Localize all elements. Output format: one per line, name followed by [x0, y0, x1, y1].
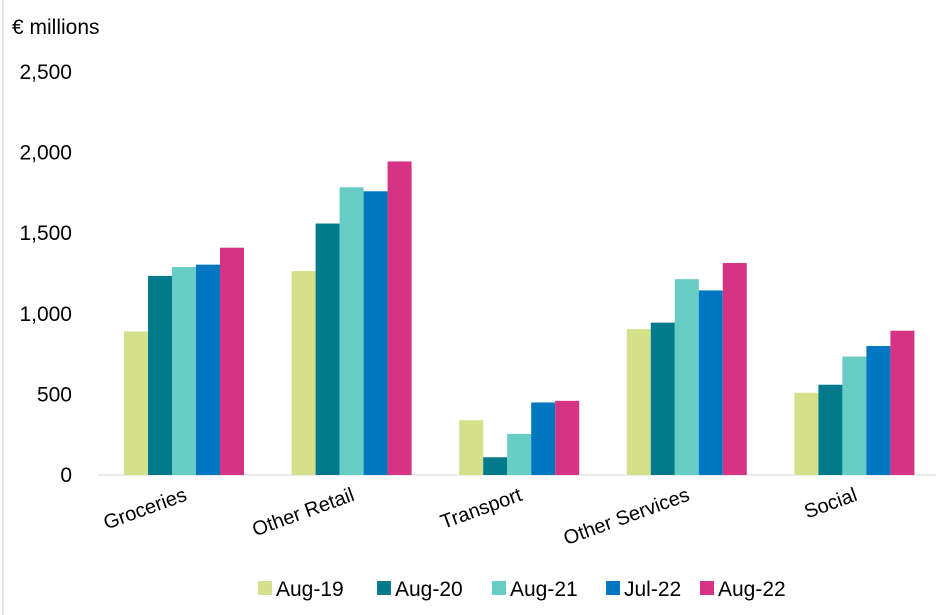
category-label: Social — [801, 484, 860, 523]
bar-other-services-aug-22 — [722, 263, 747, 475]
bar-social-aug-20 — [818, 384, 843, 475]
legend-swatch — [258, 581, 272, 595]
bar-transport-aug-20 — [483, 457, 508, 475]
y-axis-unit-label: € millions — [12, 16, 100, 39]
bar-groceries-aug-22 — [220, 247, 244, 475]
legend-label: Aug-21 — [510, 578, 578, 601]
legend-label: Aug-22 — [718, 578, 786, 601]
y-tick-label: 500 — [37, 383, 72, 406]
bar-transport-jul-22 — [531, 402, 556, 475]
legend-label: Aug-20 — [395, 578, 463, 601]
bar-other-retail-aug-21 — [339, 187, 364, 475]
bar-other-retail-aug-22 — [387, 161, 412, 475]
legend-swatch — [606, 581, 620, 595]
bar-other-retail-jul-22 — [363, 191, 388, 475]
legend-label: Aug-19 — [276, 578, 344, 601]
bars — [124, 161, 915, 475]
category-label: Groceries — [101, 484, 190, 534]
bar-other-retail-aug-20 — [315, 223, 340, 475]
y-axis-ticks: 0 500 1,000 1,500 2,000 2,500 — [19, 61, 72, 487]
legend-swatch — [700, 581, 714, 595]
bar-social-aug-21 — [842, 356, 867, 475]
y-tick-label: 1,000 — [19, 303, 72, 326]
category-label: Transport — [438, 484, 526, 534]
bar-transport-aug-21 — [507, 433, 532, 475]
bar-social-jul-22 — [866, 346, 891, 475]
bar-social-aug-19 — [794, 392, 819, 475]
bar-other-services-jul-22 — [698, 290, 723, 475]
legend-swatch — [377, 581, 391, 595]
bar-groceries-aug-20 — [148, 275, 172, 475]
bar-other-services-aug-21 — [674, 279, 699, 475]
legend: Aug-19 Aug-20 Aug-21 Jul-22 Aug-22 — [258, 578, 786, 601]
y-tick-label: 2,500 — [19, 61, 72, 84]
bar-groceries-jul-22 — [196, 264, 220, 475]
category-label: Other Services — [561, 484, 693, 550]
y-tick-label: 1,500 — [19, 222, 72, 245]
category-labels: Groceries Other Retail Transport Other Serv… — [101, 484, 860, 550]
legend-swatch — [492, 581, 506, 595]
bar-other-services-aug-20 — [650, 322, 675, 475]
y-tick-label: 2,000 — [19, 142, 72, 165]
bar-transport-aug-19 — [459, 420, 484, 475]
category-label: Other Retail — [250, 484, 358, 541]
bar-groceries-aug-21 — [172, 267, 196, 475]
bar-transport-aug-22 — [555, 400, 580, 475]
bar-other-retail-aug-19 — [291, 271, 316, 475]
legend-label: Jul-22 — [624, 578, 681, 601]
y-tick-label: 0 — [60, 464, 72, 487]
bar-other-services-aug-19 — [626, 329, 651, 475]
bar-social-aug-22 — [890, 330, 915, 475]
bar-groceries-aug-19 — [124, 331, 148, 475]
